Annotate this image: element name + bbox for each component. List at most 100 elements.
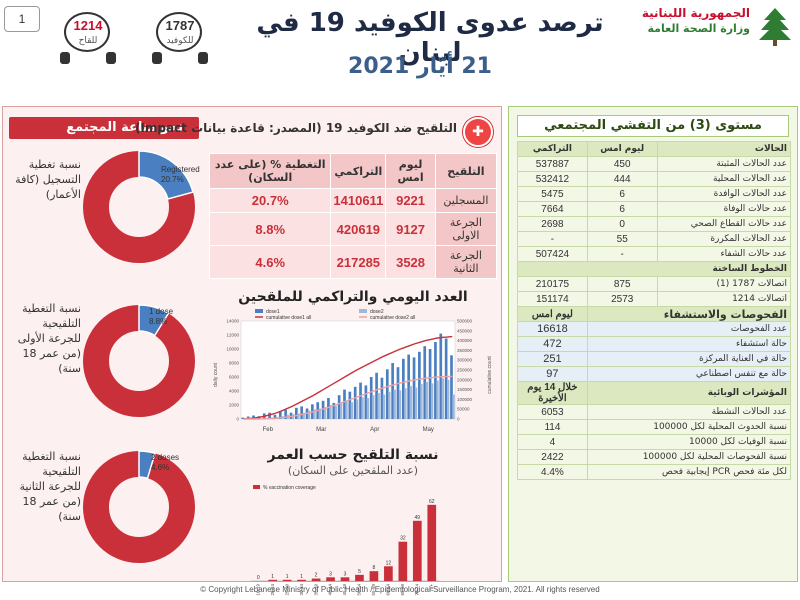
bar-value-label: 8	[373, 565, 376, 571]
dose1-bar	[321, 400, 325, 419]
table-row: 532412 444 عدد الحالات المحلية	[517, 171, 792, 187]
value-cell: 251	[517, 351, 588, 367]
dose2-donut-block: نسبة التغطية التلقيحية للجرعة الثانية (م…	[9, 447, 199, 587]
x-tick-label: May	[423, 427, 434, 433]
cumulative-cell: -	[517, 231, 588, 247]
column-header: ليوم امس	[385, 153, 436, 189]
cumulative-dose1-line	[243, 335, 453, 420]
table-header-row: التراكمي ليوم امس الحالات	[517, 141, 792, 157]
category-label: 45-49	[342, 584, 347, 596]
dose1-bar	[385, 369, 389, 419]
value-cell: 472	[517, 336, 588, 352]
cumulative-cell: 7664	[517, 201, 588, 217]
dose1-bar	[396, 367, 400, 419]
dose1-bar	[252, 415, 255, 419]
dose1-bar	[348, 391, 352, 419]
vaccine-hotline-number: 1214	[73, 18, 103, 33]
dose2-bar	[329, 405, 332, 419]
y-right-tick-label: 500000	[457, 319, 473, 324]
dose1-bar	[412, 357, 416, 419]
table-row: 2698 0 عدد حالات القطاع الصحي	[517, 216, 792, 232]
y-right-tick-label: 100000	[457, 397, 473, 402]
donut-label: نسبة التغطية التلقيحية للجرعة الثانية (م…	[19, 450, 81, 523]
table-row: 8.8% 420619 9127 الجرعة الاولى	[208, 212, 498, 246]
row-label: عدد الحالات المثبتة	[656, 156, 792, 172]
dose1-bar	[428, 349, 432, 419]
column-header: التراكمي	[517, 141, 588, 157]
table-row: -55 عدد الحالات المكررة	[517, 231, 792, 247]
coverage-cell: 4.6%	[208, 245, 332, 279]
dose1-bar	[423, 346, 427, 419]
age-bar	[311, 578, 321, 581]
vaccine-hotline: 1214 للقاح	[56, 8, 120, 66]
y-right-tick-label: 350000	[457, 348, 473, 353]
row-label: اتصالات 1787 (1)	[656, 276, 792, 292]
bar-value-label: 2	[315, 573, 318, 579]
category-label: 10-19	[255, 584, 260, 596]
legend-label: dose1	[266, 309, 280, 315]
dose2-bar	[446, 379, 450, 419]
y-right-tick-label: 450000	[457, 328, 473, 333]
report-date: 21 أيّار 2021	[348, 54, 492, 79]
page-number: 1	[4, 6, 40, 32]
ministry-name: الجمهورية اللبنانية وزارة الصحة العامة	[640, 6, 750, 36]
yesterday-cell: 9127	[385, 212, 436, 246]
table-row: 5475 6 عدد الحالات الوافدة	[517, 186, 792, 202]
dose1-bar	[369, 377, 373, 419]
dose2-bar	[452, 394, 455, 419]
age-bar	[412, 520, 422, 581]
cumulative-cell: 5475	[517, 186, 588, 202]
y-left-tick-label: 2000	[229, 403, 240, 408]
dose2-bar	[425, 381, 428, 419]
row-label: حالة مع تنفس اصطناعي	[586, 366, 792, 382]
cedar-logo-icon	[759, 8, 791, 46]
yesterday-cell: 875	[586, 276, 658, 292]
y-right-tick-label: 300000	[457, 358, 473, 363]
column-header: التراكمي	[330, 153, 387, 189]
headset-ear-right	[198, 52, 208, 64]
table-row: 114 نسبة الحدوث المحلية لكل 100000	[517, 419, 792, 435]
column-header: ليوم امس	[586, 141, 658, 157]
dose2-bar	[307, 410, 311, 419]
dose1-bar	[295, 407, 298, 419]
dose2-bar	[372, 395, 375, 419]
row-label: عدد حالات القطاع الصحي	[656, 216, 792, 232]
y-right-tick-label: 250000	[457, 368, 473, 373]
bar-value-label: 1	[300, 574, 303, 580]
dose1-donut-block: نسبة التغطية التلقيحية للجرعة الأولى (من…	[9, 301, 199, 441]
row-label: حالة في العناية المركزة	[586, 351, 792, 367]
category-label: 50-54	[357, 584, 362, 596]
yesterday-cell: 3528	[385, 245, 436, 279]
bar-value-label: 1	[271, 574, 274, 580]
dose1-bar	[359, 382, 362, 419]
y-right-tick-label: 150000	[457, 387, 473, 392]
age-bar	[268, 579, 278, 581]
vaccination-area: التلقيح ضد الكوفيد 19 (المصدر: قاعدة بيا…	[135, 117, 498, 596]
column-header: التغطية % (على عدد السكان)	[208, 153, 332, 189]
donut-pct-label: Registered 20.7%	[161, 165, 200, 184]
dose2-bar	[350, 402, 354, 419]
copyright-footer: © Copyright Lebanese Ministry of Public …	[200, 585, 600, 594]
dose2-bar	[334, 405, 338, 419]
column-header: الحالات	[656, 141, 792, 157]
age-bar	[355, 574, 364, 581]
row-label: اتصالات 1214	[656, 291, 792, 307]
dose2-bar	[409, 386, 412, 419]
dose2-bar	[313, 409, 316, 419]
table-row: 2422 نسبة الفحوصات المحلية لكل 100000	[517, 449, 792, 465]
table-header-row: التغطية % (على عدد السكان) التراكمي ليوم…	[208, 153, 498, 189]
table-row: 251 حالة في العناية المركزة	[517, 351, 792, 367]
daily-chart-heading: العدد اليومي والتراكمي للملقحين	[238, 289, 468, 305]
donut-hole	[110, 478, 168, 536]
bar-value-label: 3	[329, 571, 332, 577]
cumulative-cell: 2698	[517, 216, 588, 232]
table-row: 6053 عدد الحالات النشطة	[517, 404, 792, 420]
table-row: 4.6% 217285 3528 الجرعة الثانية	[208, 245, 498, 279]
value-cell: 4	[517, 434, 588, 450]
table-row: 4.4% إيجابية فحص PCR لكل مئة فحص	[517, 464, 792, 480]
dose2-bar	[356, 399, 359, 419]
headset-icon	[64, 12, 110, 52]
donut-filled-arc	[138, 150, 194, 200]
ministry-line1: الجمهورية اللبنانية	[641, 6, 750, 20]
dose2-bar	[398, 390, 402, 419]
